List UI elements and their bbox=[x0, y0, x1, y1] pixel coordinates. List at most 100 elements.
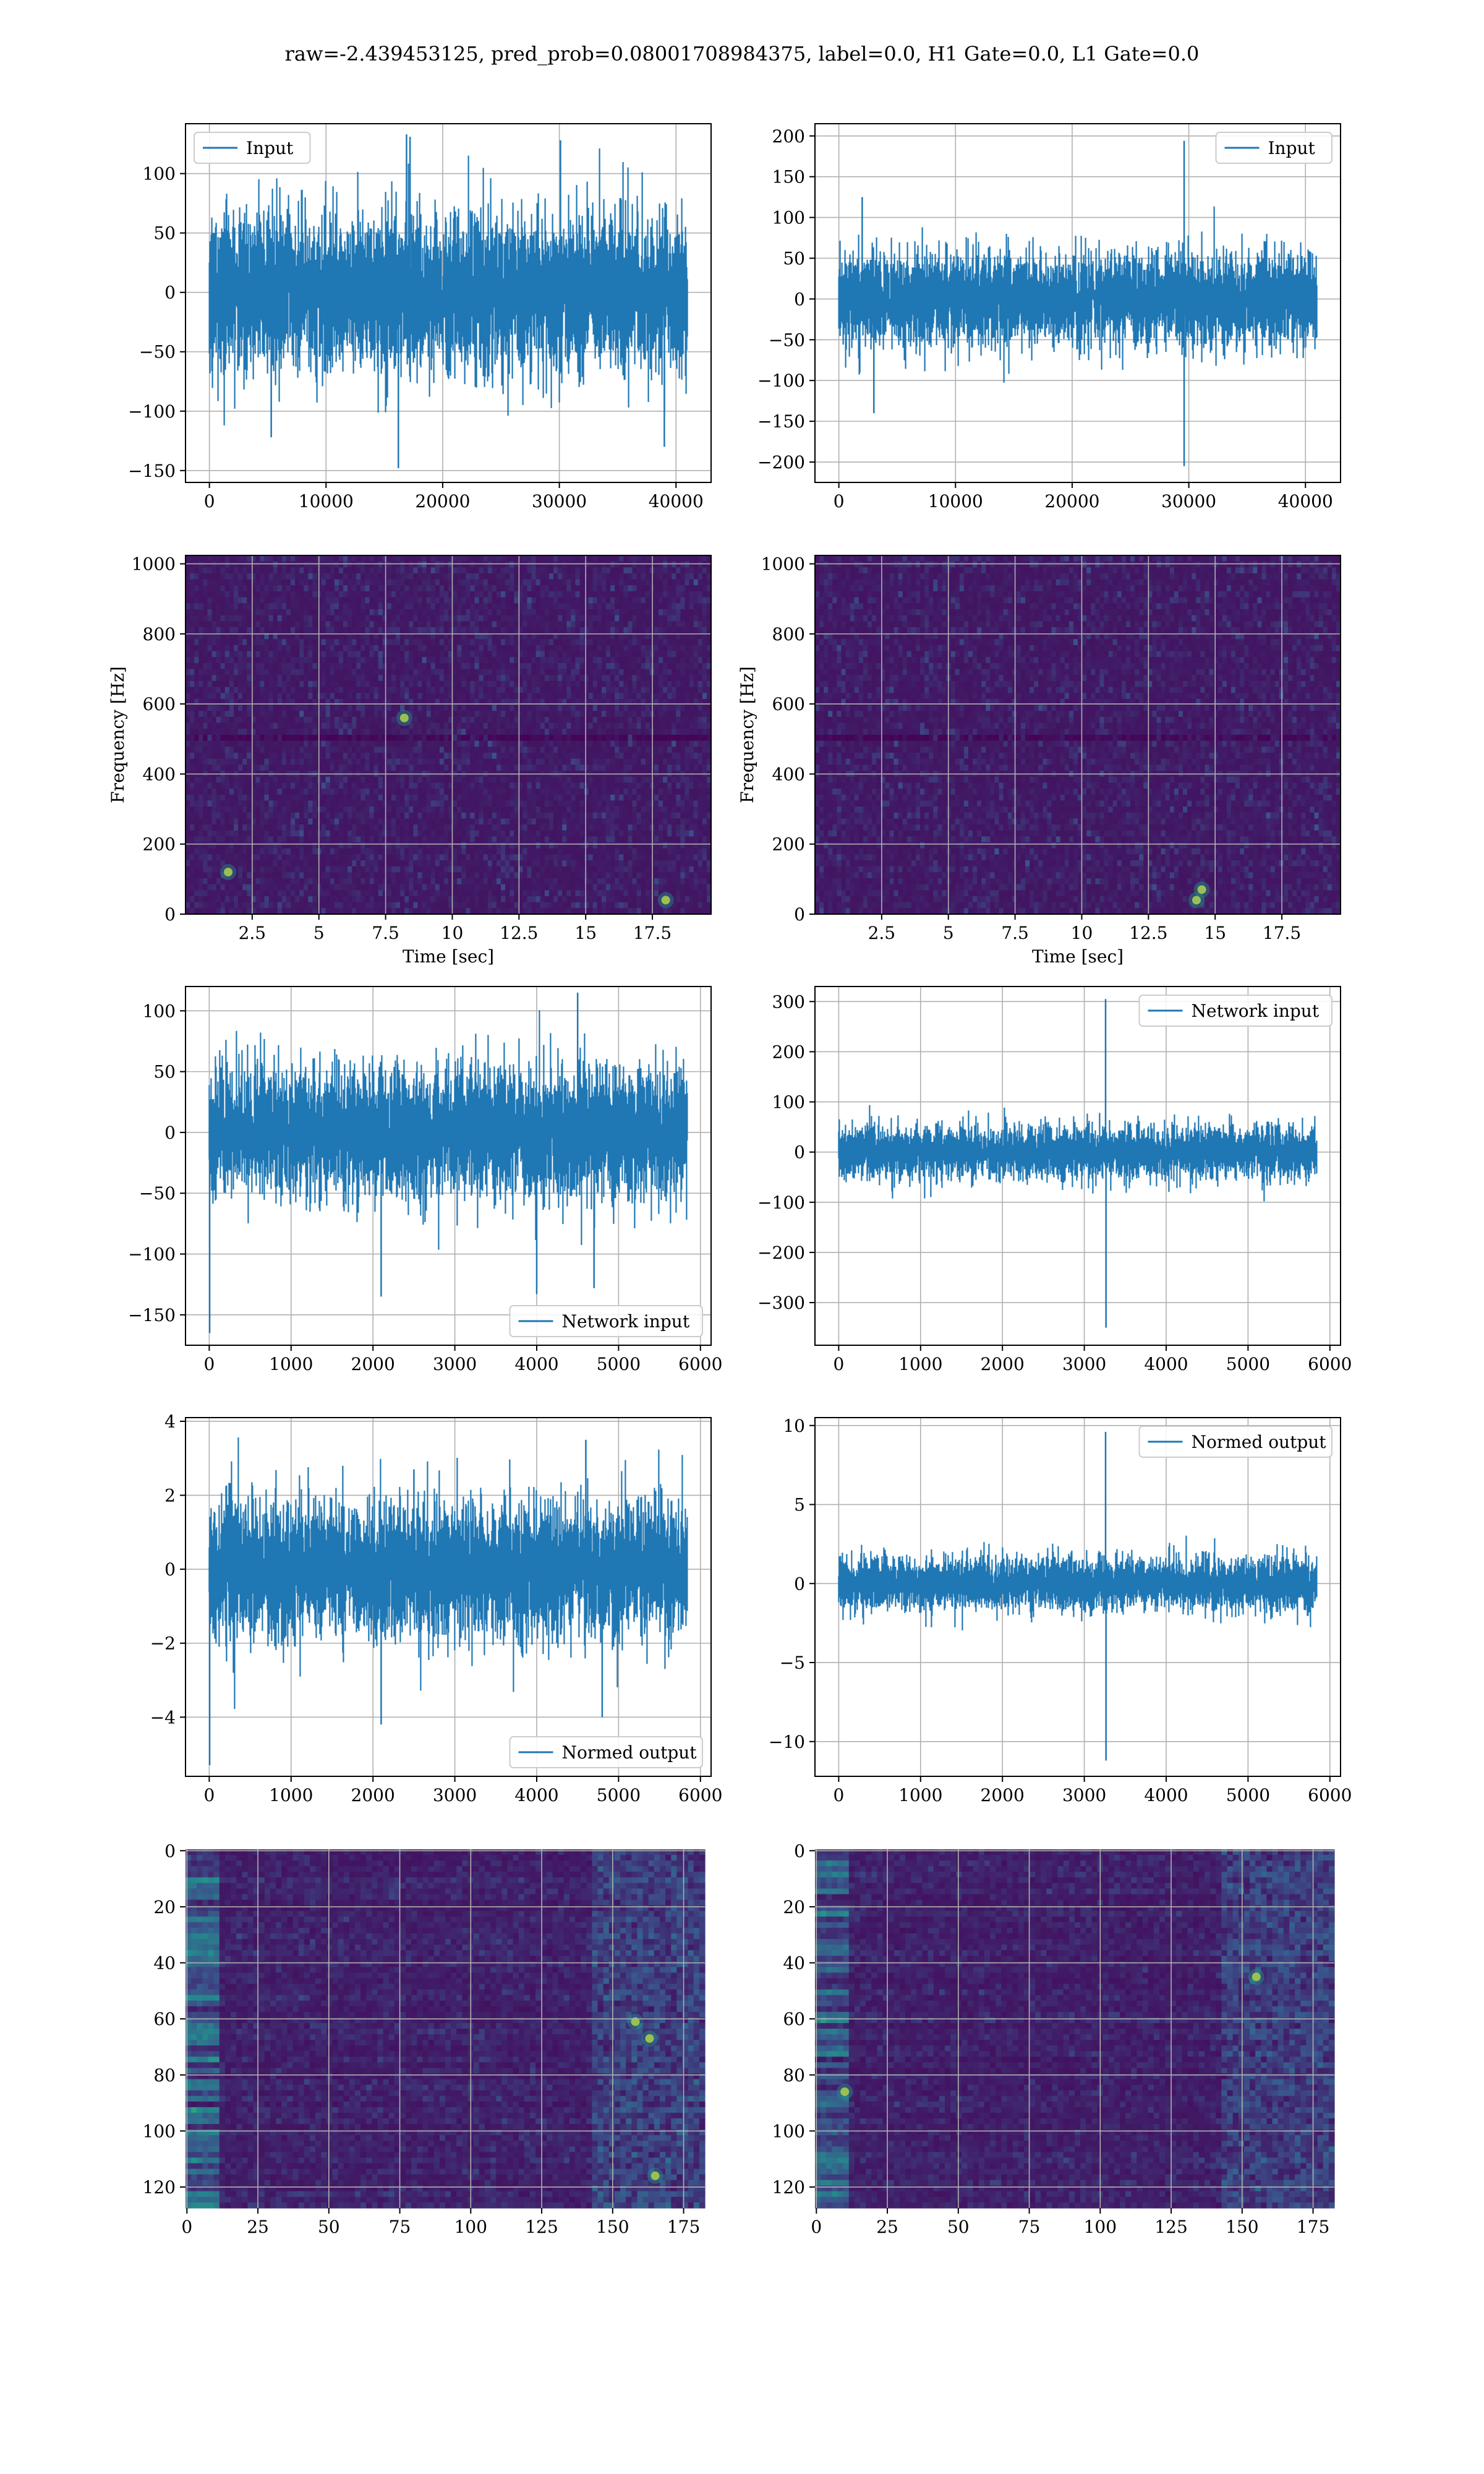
x-tick-label: 3000 bbox=[433, 1354, 477, 1374]
x-tick-label: 7.5 bbox=[1001, 923, 1029, 943]
y-tick-label: −150 bbox=[128, 1305, 176, 1325]
x-tick-label: 40000 bbox=[1278, 491, 1333, 511]
y-tick-label: 100 bbox=[143, 164, 176, 184]
series-line-network-input bbox=[209, 1010, 687, 1249]
y-tick-label: 200 bbox=[772, 126, 805, 147]
x-tick-label: 3000 bbox=[433, 1785, 477, 1805]
x-tick-label: 2000 bbox=[351, 1785, 395, 1805]
y-tick-label: 0 bbox=[164, 1841, 176, 1861]
y-tick-label: 40 bbox=[783, 1953, 805, 1974]
y-tick-label: −50 bbox=[139, 1183, 176, 1204]
x-tick-label: 10 bbox=[1071, 923, 1093, 943]
y-tick-label: 200 bbox=[143, 834, 176, 855]
y-tick-label: −100 bbox=[757, 370, 805, 391]
x-tick-label: 0 bbox=[811, 2217, 822, 2237]
y-tick-label: 0 bbox=[794, 1142, 805, 1163]
x-tick-label: 4000 bbox=[514, 1354, 558, 1374]
y-tick-label: 4 bbox=[164, 1411, 176, 1432]
series-line-input bbox=[839, 207, 1317, 383]
y-tick-label: −200 bbox=[757, 452, 805, 473]
x-axis-label: Time [sec] bbox=[1032, 946, 1124, 967]
y-tick-label: 100 bbox=[772, 2121, 805, 2141]
heatmap-hotspot-halo bbox=[837, 2084, 853, 2100]
heatmap-hotspot-halo bbox=[220, 864, 236, 880]
heatmap-hotspot-halo bbox=[658, 892, 674, 908]
x-tick-label: 10000 bbox=[299, 491, 354, 511]
x-tick-label: 15 bbox=[1204, 923, 1226, 943]
y-tick-label: 0 bbox=[164, 1559, 176, 1580]
y-axis-label: Frequency [Hz] bbox=[737, 666, 757, 803]
y-tick-label: −2 bbox=[150, 1633, 176, 1654]
y-tick-label: −10 bbox=[769, 1732, 805, 1752]
heatmap-hotspot-halo bbox=[396, 710, 412, 726]
x-tick-label: 75 bbox=[389, 2217, 411, 2237]
legend: Normed output bbox=[510, 1737, 703, 1768]
y-tick-label: 150 bbox=[772, 167, 805, 187]
legend: Input bbox=[194, 132, 310, 163]
y-tick-label: −200 bbox=[757, 1243, 805, 1263]
y-tick-label: −50 bbox=[769, 330, 805, 350]
y-tick-label: −100 bbox=[128, 1244, 176, 1265]
x-tick-label: 50 bbox=[947, 2217, 970, 2237]
x-tick-label: 25 bbox=[247, 2217, 269, 2237]
x-tick-label: 5000 bbox=[597, 1785, 641, 1805]
x-tick-label: 12.5 bbox=[500, 923, 538, 943]
x-tick-label: 5000 bbox=[1226, 1354, 1270, 1374]
x-tick-label: 25 bbox=[876, 2217, 898, 2237]
y-tick-label: 1000 bbox=[761, 554, 805, 575]
heatmap-hotspot-halo bbox=[647, 2168, 663, 2184]
legend: Network input bbox=[510, 1306, 703, 1337]
x-tick-label: 1000 bbox=[269, 1354, 313, 1374]
y-tick-label: 100 bbox=[143, 1001, 176, 1021]
x-tick-label: 2000 bbox=[981, 1785, 1025, 1805]
y-tick-label: 60 bbox=[153, 2009, 176, 2029]
x-tick-label: 4000 bbox=[1144, 1785, 1188, 1805]
y-tick-label: 50 bbox=[153, 1062, 176, 1082]
legend: Normed output bbox=[1140, 1426, 1333, 1457]
x-tick-label: 7.5 bbox=[372, 923, 399, 943]
heatmap-cells bbox=[815, 555, 1341, 915]
y-tick-label: 0 bbox=[794, 289, 805, 309]
x-tick-label: 20000 bbox=[1044, 491, 1099, 511]
x-tick-label: 1000 bbox=[898, 1354, 942, 1374]
y-tick-label: 120 bbox=[143, 2177, 176, 2198]
y-tick-label: 100 bbox=[143, 2121, 176, 2141]
x-tick-label: 125 bbox=[525, 2217, 558, 2237]
y-tick-label: 400 bbox=[143, 764, 176, 784]
x-tick-label: 1000 bbox=[898, 1785, 942, 1805]
y-tick-label: 80 bbox=[783, 2065, 805, 2086]
y-tick-label: 20 bbox=[783, 1897, 805, 1917]
series-line-input bbox=[210, 148, 688, 426]
x-tick-label: 125 bbox=[1154, 2217, 1187, 2237]
x-tick-label: 3000 bbox=[1062, 1354, 1106, 1374]
y-tick-label: 50 bbox=[153, 223, 176, 244]
heatmap-cells bbox=[186, 1849, 706, 2209]
heatmap-hotspot-halo bbox=[1194, 881, 1210, 897]
x-tick-label: 2000 bbox=[351, 1354, 395, 1374]
y-tick-label: 600 bbox=[772, 694, 805, 714]
x-tick-label: 17.5 bbox=[633, 923, 672, 943]
legend: Input bbox=[1216, 132, 1333, 163]
y-tick-label: 50 bbox=[783, 249, 805, 269]
y-tick-label: 5 bbox=[794, 1495, 805, 1515]
chart-panel-input_h1: 0 10000 20000 30000 40000−150−100−50050100In… bbox=[128, 124, 711, 511]
x-tick-label: 1000 bbox=[269, 1785, 313, 1805]
y-tick-label: −100 bbox=[757, 1192, 805, 1213]
y-tick-label: 100 bbox=[772, 208, 805, 228]
y-tick-label: −4 bbox=[150, 1707, 176, 1727]
x-tick-label: 0 bbox=[203, 1354, 215, 1374]
y-tick-label: 0 bbox=[794, 904, 805, 925]
series-line-normed-output bbox=[838, 1536, 1316, 1630]
y-tick-label: −300 bbox=[757, 1293, 805, 1313]
x-tick-label: 5000 bbox=[1226, 1785, 1270, 1805]
chart-panel-spec_h1: 2.5 5 7.5 10 12.5 15 17.502004006008001000Time… bbox=[108, 554, 712, 967]
y-tick-label: 40 bbox=[153, 1953, 176, 1974]
y-tick-label: 120 bbox=[772, 2177, 805, 2198]
x-tick-label: 15 bbox=[574, 923, 597, 943]
x-tick-label: 0 bbox=[833, 1354, 844, 1374]
x-tick-label: 2000 bbox=[981, 1354, 1025, 1374]
y-tick-label: 200 bbox=[772, 834, 805, 855]
